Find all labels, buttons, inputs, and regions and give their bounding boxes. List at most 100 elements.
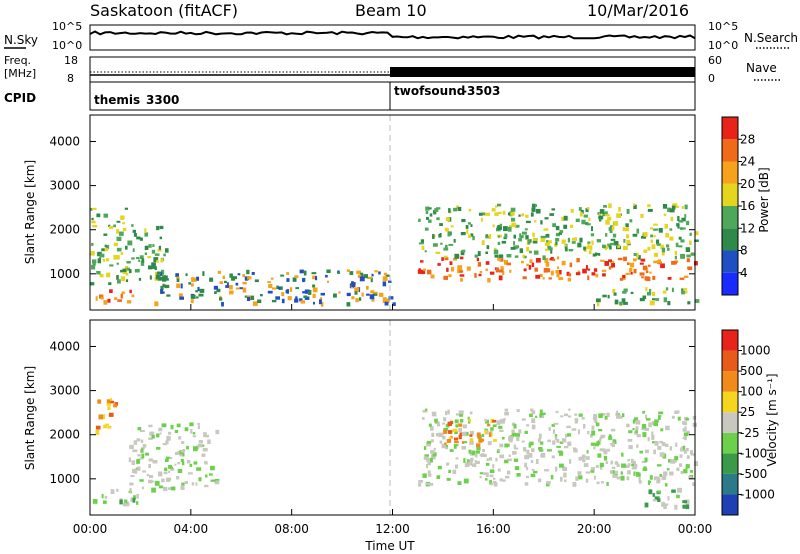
power-scatter-cell xyxy=(611,263,615,268)
velocity-scatter-cell xyxy=(585,478,589,483)
velocity-scatter-cell xyxy=(168,456,173,459)
velocity-scatter-cell xyxy=(659,452,665,457)
velocity-scatter-cell xyxy=(646,418,651,421)
power-scatter-cell xyxy=(92,262,96,266)
velocity-scatter-cell xyxy=(487,441,492,446)
power-scatter-cell xyxy=(474,273,477,278)
power-scatter-cell xyxy=(156,225,160,231)
velocity-scatter-cell xyxy=(484,429,487,434)
velocity-scatter-cell xyxy=(446,439,452,443)
power-scatter-cell xyxy=(653,260,658,264)
power-scatter-cell xyxy=(312,293,316,299)
velocity-scatter-cell xyxy=(688,475,692,480)
power-scatter-cell xyxy=(653,223,658,226)
power-scatter-cell xyxy=(589,245,593,251)
power-scatter-cell xyxy=(157,249,162,252)
velocity-scatter-cell xyxy=(186,445,189,450)
power-scatter-cell xyxy=(420,239,424,244)
power-scatter-cell xyxy=(196,276,199,281)
power-scatter-cell xyxy=(577,242,582,248)
velocity-scatter-cell xyxy=(540,452,546,458)
velocity-colorbar: 1000 500 100 25 -25 -100 -500 -1000 xyxy=(721,329,775,516)
velocity-scatter-cell xyxy=(674,456,679,461)
velocity-scatter-cell xyxy=(616,463,620,467)
power-scatter-cell xyxy=(435,251,441,254)
power-scatter-cell xyxy=(543,228,549,231)
power-scatter-cell xyxy=(643,295,646,299)
velocity-scatter-cell xyxy=(507,458,512,462)
power-scatter-cell xyxy=(600,259,605,262)
power-scatter-cell xyxy=(519,248,523,254)
power-scatter-cell xyxy=(456,205,459,209)
velocity-scatter-cell xyxy=(495,457,498,462)
power-scatter-cell xyxy=(626,239,631,245)
power-scatter-cell xyxy=(626,208,630,214)
velocity-scatter-cell xyxy=(551,424,555,427)
power-scatter-cell xyxy=(424,227,429,231)
velocity-scatter-cell xyxy=(454,437,459,441)
power-scatter-cell xyxy=(622,290,627,294)
velocity-scatter-cell xyxy=(690,453,695,456)
velocity-scatter-cell xyxy=(654,476,657,481)
velocity-scatter-cell xyxy=(683,469,687,474)
power-scatter-cell xyxy=(134,268,140,273)
power-colorbar-swatch xyxy=(722,161,738,184)
power-scatter-cell xyxy=(596,239,601,243)
power-scatter-cell xyxy=(443,247,449,251)
power-scatter-cell xyxy=(486,245,490,250)
power-scatter-cell xyxy=(312,275,317,280)
velocity-scatter-cell xyxy=(622,413,625,417)
velocity-scatter-cell xyxy=(644,502,649,508)
velocity-colorbar-swatch xyxy=(722,494,738,515)
velocity-scatter-cell xyxy=(521,440,525,443)
power-scatter-cell xyxy=(122,221,125,225)
power-scatter-cell xyxy=(684,204,688,210)
velocity-scatter-cell xyxy=(499,443,504,448)
power-scatter-cell xyxy=(561,216,564,221)
power-colorbar: 4 8 12 16 20 24 28 xyxy=(721,116,755,296)
power-scatter-cell xyxy=(126,267,131,271)
velocity-scatter-cell xyxy=(667,496,670,501)
power-scatter-cell xyxy=(583,214,588,218)
velocity-scatter-cell xyxy=(581,454,586,459)
power-scatter-cell xyxy=(425,210,429,215)
power-scatter-cell xyxy=(579,237,583,243)
velocity-scatter-cell xyxy=(569,459,572,464)
velocity-scatter-cell xyxy=(158,485,164,489)
power-scatter-cell xyxy=(604,214,610,217)
power-scatter-cell xyxy=(594,252,597,257)
velocity-scatter-cell xyxy=(455,457,459,460)
velocity-x-tick-label: 04:00 xyxy=(174,522,209,536)
power-scatter-cell xyxy=(254,279,259,283)
velocity-scatter-cell xyxy=(504,443,508,448)
power-scatter-cell xyxy=(534,267,538,272)
power-scatter-cell xyxy=(428,207,432,210)
velocity-scatter-cell xyxy=(571,428,577,431)
velocity-scatter-cell xyxy=(455,424,459,428)
velocity-scatter-cell xyxy=(95,425,101,430)
velocity-scatter-cell xyxy=(449,449,454,452)
cpid-mode-2-id: -3503 xyxy=(462,84,500,98)
velocity-scatter-cell xyxy=(137,466,141,471)
freq-label-2: [MHz] xyxy=(4,67,36,80)
power-scatter-cell xyxy=(304,289,310,294)
power-scatter-cell xyxy=(441,257,444,261)
power-scatter-cell xyxy=(622,274,626,279)
power-scatter-cell xyxy=(485,236,489,239)
velocity-scatter-cell xyxy=(110,400,115,404)
power-scatter-cell xyxy=(382,297,387,302)
power-scatter-cell xyxy=(596,252,600,256)
power-scatter-cell xyxy=(478,273,482,277)
power-scatter-cell xyxy=(650,239,653,244)
power-scatter-cell xyxy=(437,263,441,266)
power-scatter-cell xyxy=(582,268,587,274)
power-scatter-cell xyxy=(640,213,644,218)
power-scatter-cell xyxy=(588,217,591,222)
power-scatter-cell xyxy=(497,224,502,230)
power-scatter-cell xyxy=(650,227,654,230)
velocity-scatter-cell xyxy=(610,460,614,465)
velocity-scatter-cell xyxy=(638,480,642,484)
velocity-scatter-cell xyxy=(567,415,572,418)
velocity-scatter-cell xyxy=(675,442,678,447)
